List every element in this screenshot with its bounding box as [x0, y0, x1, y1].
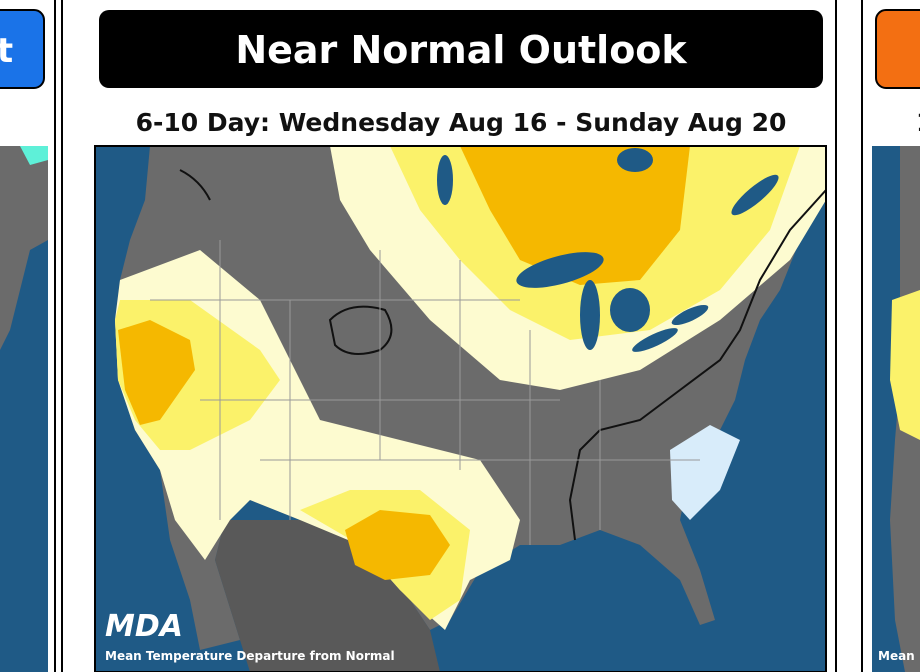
title-bar	[99, 10, 823, 88]
map-land	[0, 146, 48, 350]
button-text: t	[0, 31, 13, 71]
map-frame	[94, 145, 827, 672]
outlook-button[interactable]	[875, 9, 920, 89]
outlook-map: MDA Mean Temperature Departure from Norm…	[95, 146, 826, 672]
caption: Mean Temperature Departure from Normal	[105, 649, 395, 663]
much-above-normal	[345, 510, 450, 580]
outlook-button[interactable]	[0, 9, 45, 89]
much-above-normal	[118, 320, 195, 425]
map-region	[20, 146, 48, 165]
lakes	[437, 148, 779, 352]
left-card: t	[0, 0, 56, 672]
title: Near Normal Outlook	[235, 28, 687, 72]
subtitle: 6-10 Day: Wednesday Aug 16 - Sunday Aug …	[136, 108, 787, 137]
caption: Mean	[878, 649, 915, 663]
logo: MDA	[105, 609, 183, 644]
mexico	[215, 520, 440, 672]
boundaries	[179, 169, 826, 541]
map-region	[890, 290, 920, 440]
near-normal-cool	[670, 425, 740, 520]
right-card: 1 Mean	[861, 0, 920, 672]
subtitle: 1	[916, 108, 920, 137]
state-lines	[150, 240, 700, 545]
main-card: Near Normal Outlook 6-10 Day: Wednesday …	[61, 0, 837, 672]
much-above-normal	[460, 146, 690, 285]
